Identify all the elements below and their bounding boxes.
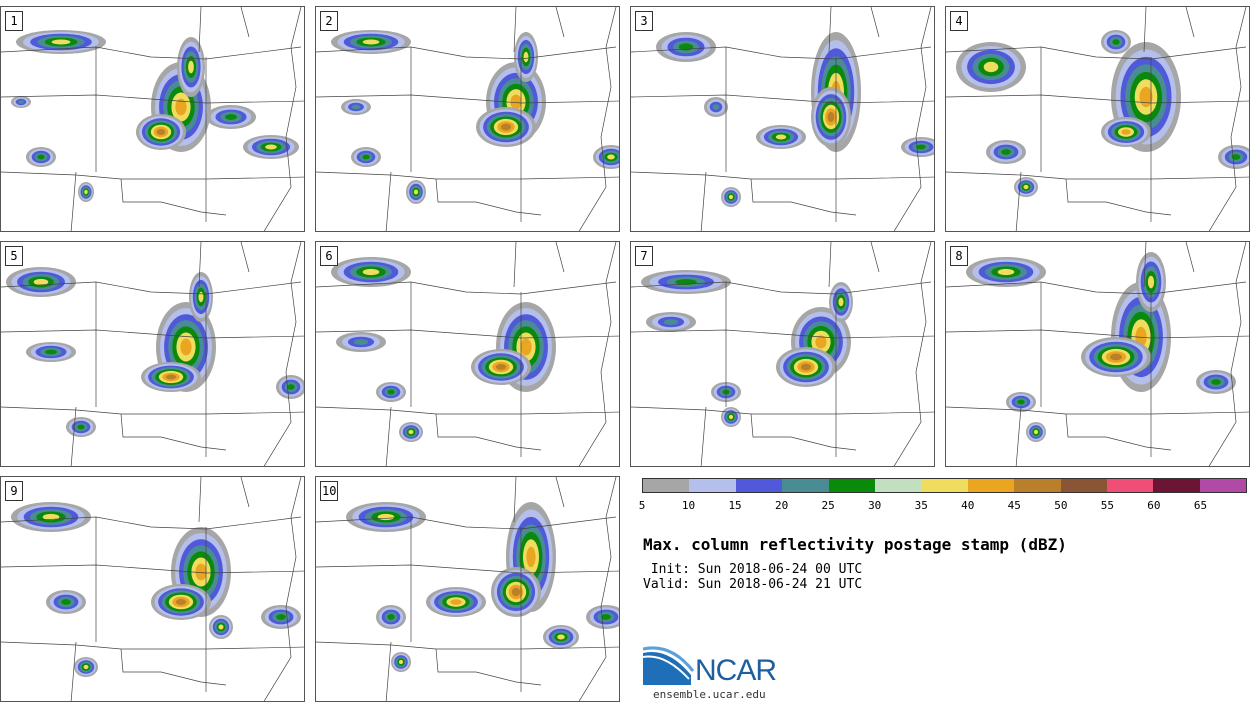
ncar-logo-text: NCAR <box>695 654 777 687</box>
reflectivity-colorbar <box>642 478 1247 493</box>
colorbar-bin <box>874 479 922 492</box>
member-number-label: 5 <box>5 246 23 266</box>
member-1-panel: 1 <box>0 6 305 232</box>
colorbar-bin <box>1060 479 1107 492</box>
reflectivity-map <box>946 7 1249 231</box>
colorbar-bin <box>967 479 1015 492</box>
colorbar-tick-label: 5 <box>638 499 646 512</box>
colorbar-tick-label: 15 <box>728 499 742 512</box>
member-number-label: 2 <box>320 11 338 31</box>
colorbar-tick-label: 10 <box>681 499 696 512</box>
member-6-panel: 6 <box>315 241 620 467</box>
colorbar-bin <box>689 479 736 492</box>
member-number-label: 7 <box>635 246 653 266</box>
member-number-label: 8 <box>950 246 968 266</box>
member-9-panel: 9 <box>0 476 305 702</box>
member-number-label: 6 <box>320 246 338 266</box>
ensemble-url: ensemble.ucar.edu <box>653 688 766 701</box>
colorbar-bin <box>643 479 690 492</box>
colorbar-tick-label: 30 <box>868 499 882 512</box>
colorbar-tick-label: 65 <box>1193 499 1208 512</box>
init-time: Init: Sun 2018-06-24 00 UTC <box>643 562 863 577</box>
reflectivity-map <box>1 7 304 231</box>
colorbar-tick-label: 50 <box>1054 499 1068 512</box>
member-4-panel: 4 <box>945 6 1250 232</box>
colorbar-tick-label: 40 <box>961 499 975 512</box>
member-7-panel: 7 <box>630 241 935 467</box>
ncar-logo-icon <box>643 646 695 685</box>
member-number-label: 1 <box>5 11 23 31</box>
member-number-label: 4 <box>950 11 968 31</box>
reflectivity-map <box>946 242 1249 466</box>
member-3-panel: 3 <box>630 6 935 232</box>
reflectivity-map <box>1 477 304 701</box>
reflectivity-map <box>631 242 934 466</box>
member-number-label: 3 <box>635 11 653 31</box>
colorbar-tick-label: 25 <box>821 499 835 512</box>
colorbar-bin <box>735 479 783 492</box>
reflectivity-map <box>631 7 934 231</box>
member-2-panel: 2 <box>315 6 620 232</box>
colorbar-tick-label: 45 <box>1007 499 1021 512</box>
colorbar-bin <box>828 479 875 492</box>
colorbar-bin <box>782 479 829 492</box>
member-5-panel: 5 <box>0 241 305 467</box>
reflectivity-map <box>316 242 619 466</box>
member-8-panel: 8 <box>945 241 1250 467</box>
colorbar-tick-label: 55 <box>1100 499 1114 512</box>
colorbar-bin <box>1199 479 1247 492</box>
reflectivity-map <box>1 242 304 466</box>
reflectivity-map <box>316 7 619 231</box>
colorbar-bin <box>1014 479 1061 492</box>
colorbar-bin <box>921 479 968 492</box>
colorbar-tick-label: 35 <box>914 499 928 512</box>
member-number-label: 10 <box>320 481 339 501</box>
colorbar-tick-label: 60 <box>1147 499 1161 512</box>
colorbar-tick-label: 20 <box>774 499 789 512</box>
figure-title: Max. column reflectivity postage stamp (… <box>643 535 1067 554</box>
member-10-panel: 10 <box>315 476 620 702</box>
colorbar-bin <box>1106 479 1154 492</box>
valid-time: Valid: Sun 2018-06-24 21 UTC <box>643 577 863 592</box>
reflectivity-map <box>316 477 619 701</box>
colorbar-bin <box>1153 479 1200 492</box>
member-number-label: 9 <box>5 481 23 501</box>
